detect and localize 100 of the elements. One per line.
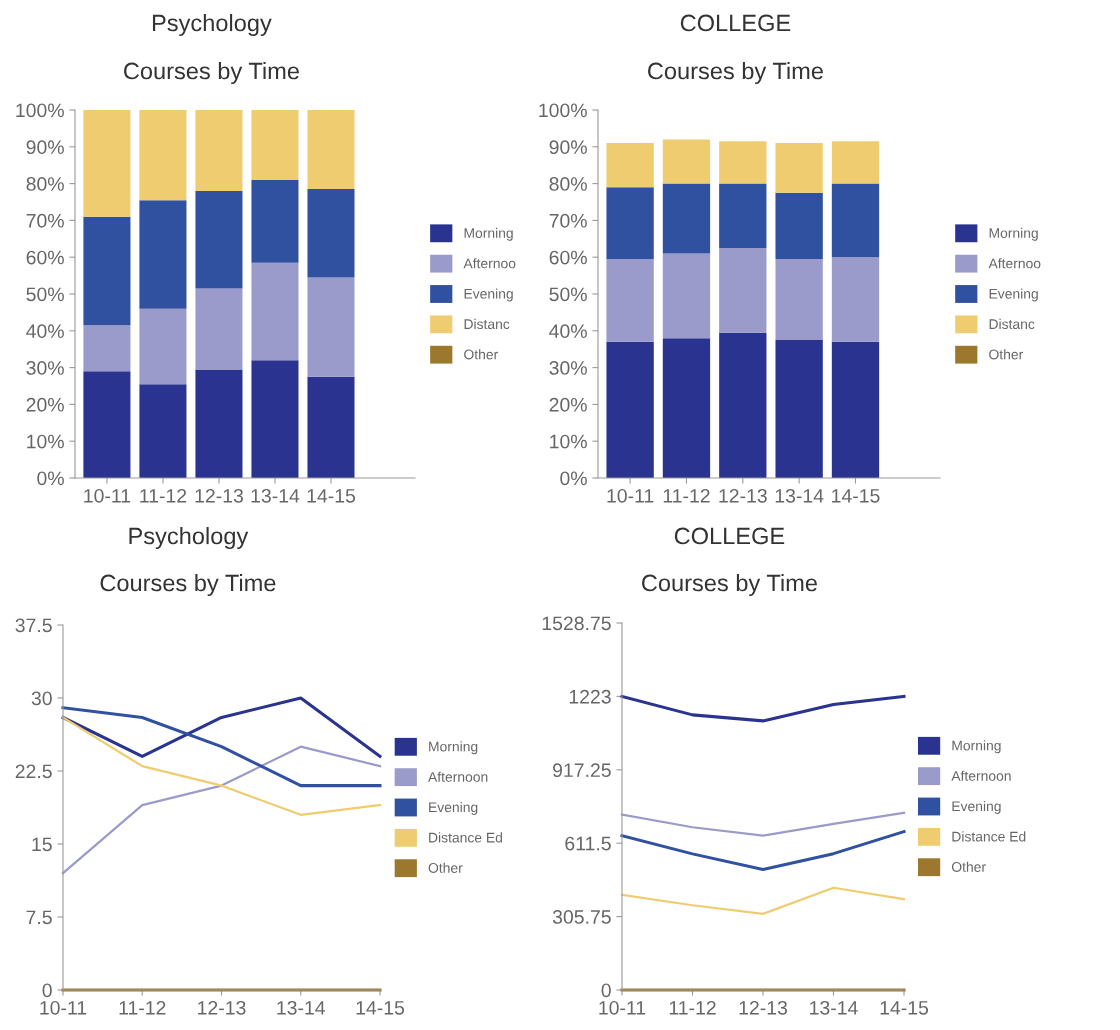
bar xyxy=(662,253,711,339)
legend-label: Distanc xyxy=(464,318,510,330)
y-tick-label: 100% xyxy=(16,103,64,118)
line-series xyxy=(61,716,382,816)
x-tick-label: 11-12 xyxy=(669,1000,716,1015)
x-tick-label: 11-12 xyxy=(119,1000,166,1015)
y-tick-label: 20% xyxy=(549,397,587,412)
chart-subtitle: Courses by Time xyxy=(648,62,823,85)
bar xyxy=(195,369,243,478)
bar xyxy=(307,376,355,478)
bar xyxy=(775,143,823,193)
chart-title: Psychology xyxy=(129,526,249,550)
bar xyxy=(775,340,823,478)
y-tick-label: 60% xyxy=(26,250,64,265)
legend-label: Other xyxy=(464,349,498,360)
x-tick-label: 10-11 xyxy=(599,1000,646,1015)
legend-label: Afternoo xyxy=(463,258,516,269)
chart-subtitle: Courses by Time xyxy=(124,62,299,85)
legend-label: Evening xyxy=(989,288,1038,302)
bar xyxy=(251,262,299,361)
bar xyxy=(195,190,243,289)
bar xyxy=(307,189,355,278)
y-tick-label: 20% xyxy=(26,397,64,412)
legend-label: Distance Ed xyxy=(952,831,1026,842)
x-tick-label: 12-13 xyxy=(195,488,243,503)
legend-label: Morning xyxy=(952,740,1001,754)
bar xyxy=(139,110,187,201)
legend-label: Evening xyxy=(429,801,478,815)
bar xyxy=(662,338,711,478)
x-tick-label: 11-12 xyxy=(663,488,710,503)
x-tick-label: 11-12 xyxy=(140,488,187,503)
y-tick-label: 917.25 xyxy=(553,763,611,778)
line-series xyxy=(620,886,906,916)
y-tick-label: 90% xyxy=(549,140,587,155)
bar xyxy=(719,183,767,248)
bar xyxy=(831,257,880,342)
x-tick-label: 10-11 xyxy=(607,488,654,503)
bar xyxy=(606,341,654,478)
y-tick-label: 305.75 xyxy=(552,910,611,924)
y-tick-label: 70% xyxy=(26,213,64,228)
y-tick-label: 30 xyxy=(31,691,52,706)
bar xyxy=(139,200,187,309)
legend-label: Afternoo xyxy=(988,258,1041,269)
x-tick-label: 12-13 xyxy=(739,1000,788,1015)
legend-label: Distanc xyxy=(989,318,1035,330)
line-series xyxy=(620,811,906,837)
chart-subtitle: Courses by Time xyxy=(642,573,817,597)
chart-title: COLLEGE xyxy=(674,527,785,545)
legend-label: Afternoon xyxy=(428,771,488,782)
bar xyxy=(606,143,654,188)
bar xyxy=(307,110,355,190)
line-series xyxy=(620,830,906,872)
bar xyxy=(307,277,355,377)
y-tick-label: 80% xyxy=(26,177,64,191)
legend-label: Evening xyxy=(952,800,1001,814)
y-tick-label: 10% xyxy=(27,434,64,449)
chart-title: Psychology xyxy=(152,14,272,37)
bar xyxy=(719,332,767,478)
bar xyxy=(83,216,131,326)
y-tick-label: 30% xyxy=(26,361,64,375)
chart-title: COLLEGE xyxy=(680,14,791,32)
y-tick-label: 611.5 xyxy=(565,836,611,851)
bar xyxy=(831,341,880,478)
bar xyxy=(139,308,187,385)
bar xyxy=(139,384,187,478)
legend-label: Distance Ed xyxy=(429,832,502,843)
x-tick-label: 14-15 xyxy=(307,489,356,503)
bar xyxy=(662,139,711,184)
bar xyxy=(195,288,243,370)
bar xyxy=(251,110,299,180)
x-tick-label: 13-14 xyxy=(251,488,300,503)
y-tick-label: 0% xyxy=(37,471,64,486)
y-tick-label: 60% xyxy=(549,250,587,265)
bar xyxy=(83,325,131,372)
bar xyxy=(662,183,711,254)
x-tick-label: 14-15 xyxy=(832,489,880,503)
y-tick-label: 90% xyxy=(26,140,64,155)
bar xyxy=(606,259,654,342)
line-series xyxy=(61,706,382,788)
y-tick-label: 50% xyxy=(26,287,64,302)
y-tick-label: 50% xyxy=(549,287,587,302)
y-tick-label: 40% xyxy=(549,324,587,339)
y-tick-label: 40% xyxy=(26,324,64,339)
y-tick-label: 100% xyxy=(539,103,587,118)
y-tick-label: 30% xyxy=(549,361,587,375)
x-tick-label: 12-13 xyxy=(198,1000,246,1015)
bar xyxy=(831,141,880,184)
x-tick-label: 14-15 xyxy=(356,1001,405,1015)
line-series xyxy=(620,694,906,723)
bar xyxy=(251,179,299,263)
bar xyxy=(606,187,654,260)
x-tick-label: 13-14 xyxy=(277,1000,326,1015)
line-series xyxy=(61,745,382,875)
bar xyxy=(775,259,823,340)
bar xyxy=(719,141,767,184)
y-tick-label: 80% xyxy=(549,177,587,191)
y-tick-label: 10% xyxy=(550,434,587,449)
bar xyxy=(775,192,823,260)
y-tick-label: 0% xyxy=(560,471,587,486)
y-tick-label: 7.5 xyxy=(26,910,52,925)
